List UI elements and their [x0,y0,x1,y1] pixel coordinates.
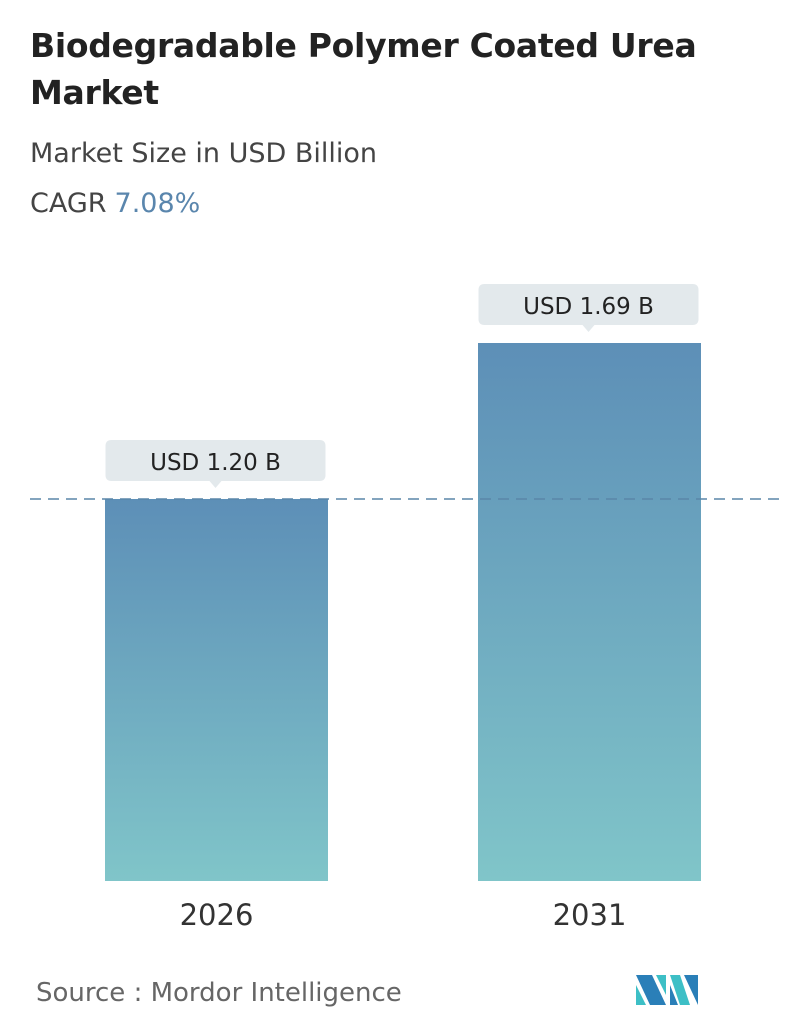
x-tick-label: 2026 [180,898,254,932]
bar-2031 [478,343,701,881]
cagr-label: CAGR [30,188,107,219]
data-label: USD 1.20 B [150,450,281,476]
data-label-box [105,439,326,488]
x-tick-label: 2031 [553,898,627,932]
data-label-box [478,284,699,332]
chart-subtitle: Market Size in USD Billion [30,138,378,169]
cagr: CAGR 7.08% [30,188,200,219]
source-text: Source : Mordor Intelligence [36,978,402,1008]
chart-title: Biodegradable Polymer Coated Urea Market [30,26,697,112]
cagr-value: 7.08% [114,188,201,219]
data-label: USD 1.69 B [523,294,654,320]
bar-2026 [105,498,328,881]
